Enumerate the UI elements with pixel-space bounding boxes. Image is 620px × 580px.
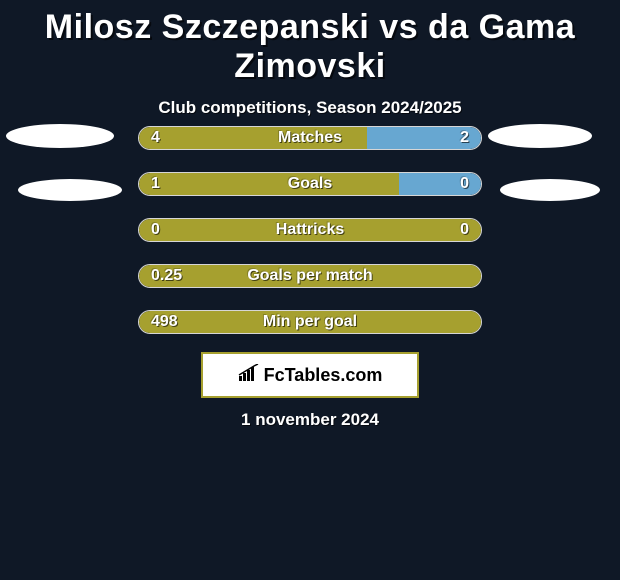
date-text: 1 november 2024 (0, 410, 620, 430)
stat-name: Hattricks (276, 221, 344, 239)
stat-name: Goals (288, 175, 332, 193)
stat-row: 1 Goals 0 (138, 172, 482, 196)
logo-text: FcTables.com (238, 364, 383, 387)
stat-value-left: 0.25 (151, 267, 182, 285)
stat-row: 0.25 Goals per match (138, 264, 482, 288)
player-ellipse-right (500, 179, 600, 201)
player-ellipse-right (488, 124, 592, 148)
stat-value-left: 498 (151, 313, 178, 331)
page-title: Milosz Szczepanski vs da Gama Zimovski (0, 0, 620, 86)
stat-name: Matches (278, 129, 342, 147)
stat-row: 4 Matches 2 (138, 126, 482, 150)
logo-label: FcTables.com (264, 365, 383, 386)
bar-fill-left (139, 173, 399, 195)
stat-row: 498 Min per goal (138, 310, 482, 334)
stat-name: Min per goal (263, 313, 357, 331)
stat-value-left: 4 (151, 129, 160, 147)
stat-value-right: 2 (460, 129, 469, 147)
player-ellipse-left (6, 124, 114, 148)
logo-box: FcTables.com (201, 352, 419, 398)
stat-row: 0 Hattricks 0 (138, 218, 482, 242)
stat-value-right: 0 (460, 221, 469, 239)
stat-value-left: 1 (151, 175, 160, 193)
player-ellipse-left (18, 179, 122, 201)
stat-value-right: 0 (460, 175, 469, 193)
page-subtitle: Club competitions, Season 2024/2025 (0, 98, 620, 118)
stat-name: Goals per match (247, 267, 372, 285)
bars-icon (238, 364, 260, 387)
stat-value-left: 0 (151, 221, 160, 239)
